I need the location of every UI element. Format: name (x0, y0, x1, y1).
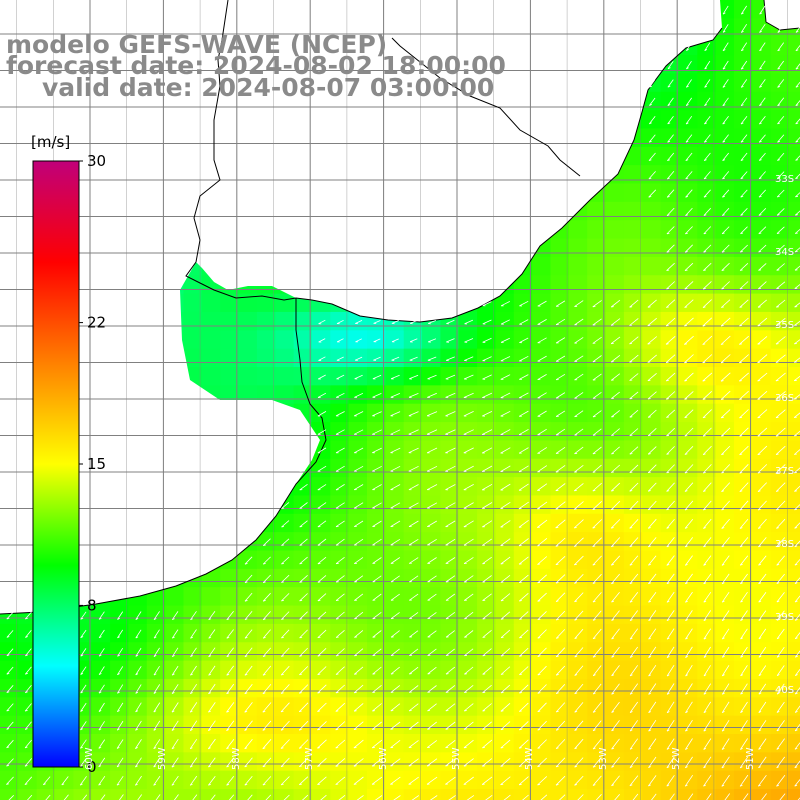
wind-vectors (6, 5, 800, 800)
title-forecast-date: forecast date: 2024-08-02 18:00:00 (6, 51, 506, 80)
lon-label-58W: 58W (230, 747, 242, 770)
lon-label-57W: 57W (304, 747, 316, 770)
lon-label-52W: 52W (671, 747, 683, 770)
lon-label-51W: 51W (744, 747, 756, 770)
title-valid-date: valid date: 2024-08-07 03:00:00 (42, 73, 495, 102)
colorbar: 30 22 15 8 0 (32, 152, 106, 776)
lat-label-37S: 37S (775, 466, 795, 477)
colorbar-unit: [m/s] (31, 133, 71, 151)
lat-label-39S: 39S (775, 612, 795, 623)
lat-label-34S: 34S (775, 247, 795, 258)
lat-label-36S: 36S (775, 393, 795, 404)
colorbar-tick-8: 8 (87, 596, 97, 614)
colorbar-tick-15: 15 (87, 455, 106, 473)
colorbar-tick-0: 0 (87, 758, 97, 776)
coastline (0, 0, 800, 615)
lon-label-55W: 55W (451, 747, 462, 770)
lat-label-40S: 40S (775, 685, 795, 696)
lat-label-38S: 38S (775, 539, 795, 550)
lon-label-53W: 53W (597, 747, 609, 770)
lon-label-60W: 60W (84, 747, 95, 770)
land-mask (0, 0, 800, 614)
title-model: modelo GEFS-WAVE (NCEP) (6, 30, 388, 59)
lat-label-35S: 35S (775, 320, 795, 331)
colorbar-tick-30: 30 (87, 152, 106, 170)
lon-label-59W: 59W (157, 747, 169, 770)
colorbar-tick-22: 22 (87, 314, 106, 332)
lat-label-33S: 33S (775, 174, 795, 185)
lon-label-56W: 56W (377, 747, 389, 770)
lon-label-54W: 54W (524, 747, 536, 770)
